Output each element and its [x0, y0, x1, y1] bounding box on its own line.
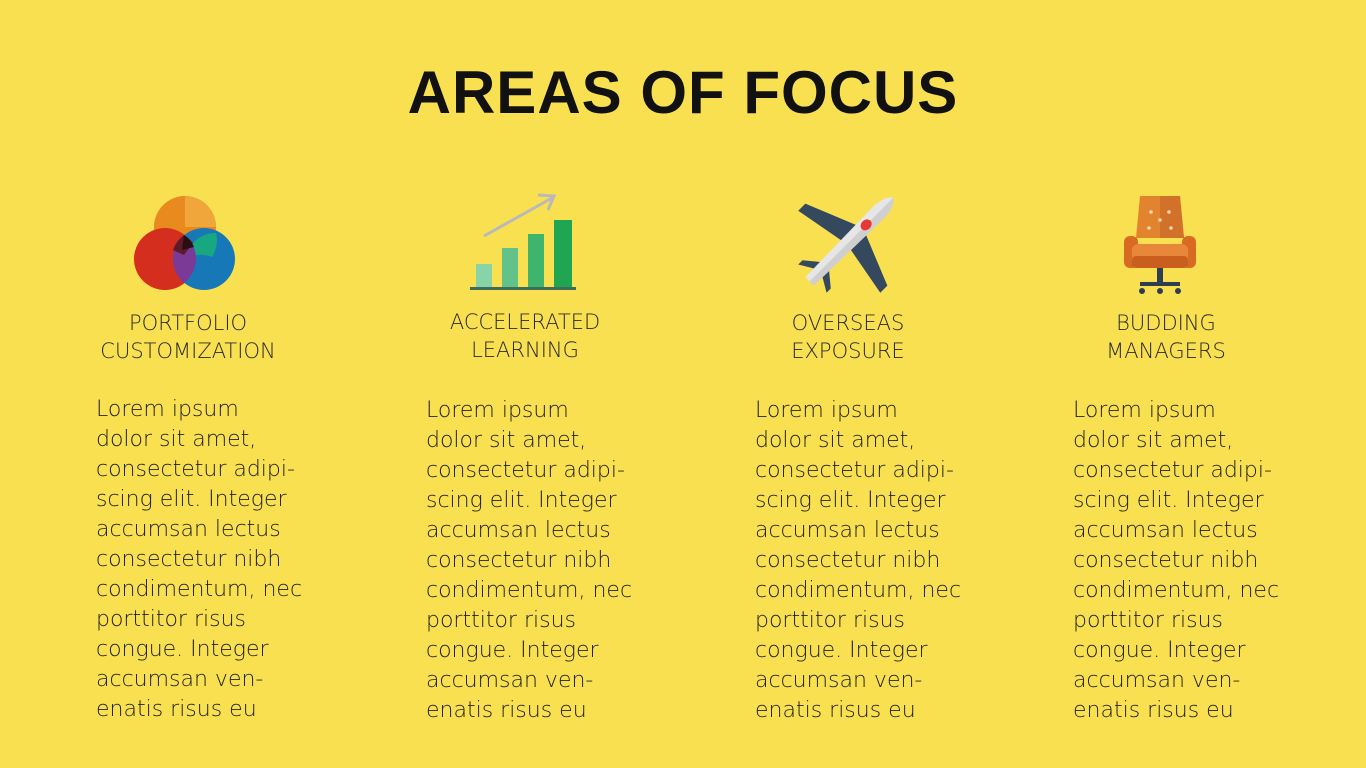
focus-description: Lorem ipsum dolor sit amet, consectetur ad…	[1073, 398, 1280, 723]
focus-heading: PORTFOLIO CUSTOMIZATION	[100, 311, 276, 363]
focus-heading: BUDDING MANAGERS	[1106, 311, 1226, 363]
focus-heading: ACCELERATED LEARNING	[449, 310, 601, 362]
page-title: AREAS OF FOCUS	[407, 59, 959, 126]
focus-description: Lorem ipsum dolor sit amet, consectetur ad…	[96, 397, 303, 722]
focus-description: Lorem ipsum dolor sit amet, consectetur ad…	[755, 398, 962, 723]
venn-diagram-icon	[134, 196, 235, 290]
growth-chart-icon	[470, 193, 576, 290]
focus-description: Lorem ipsum dolor sit amet, consectetur ad…	[426, 398, 633, 723]
focus-heading: OVERSEAS EXPOSURE	[791, 311, 905, 363]
airplane-icon	[798, 197, 894, 293]
office-chair-icon	[1124, 196, 1196, 294]
